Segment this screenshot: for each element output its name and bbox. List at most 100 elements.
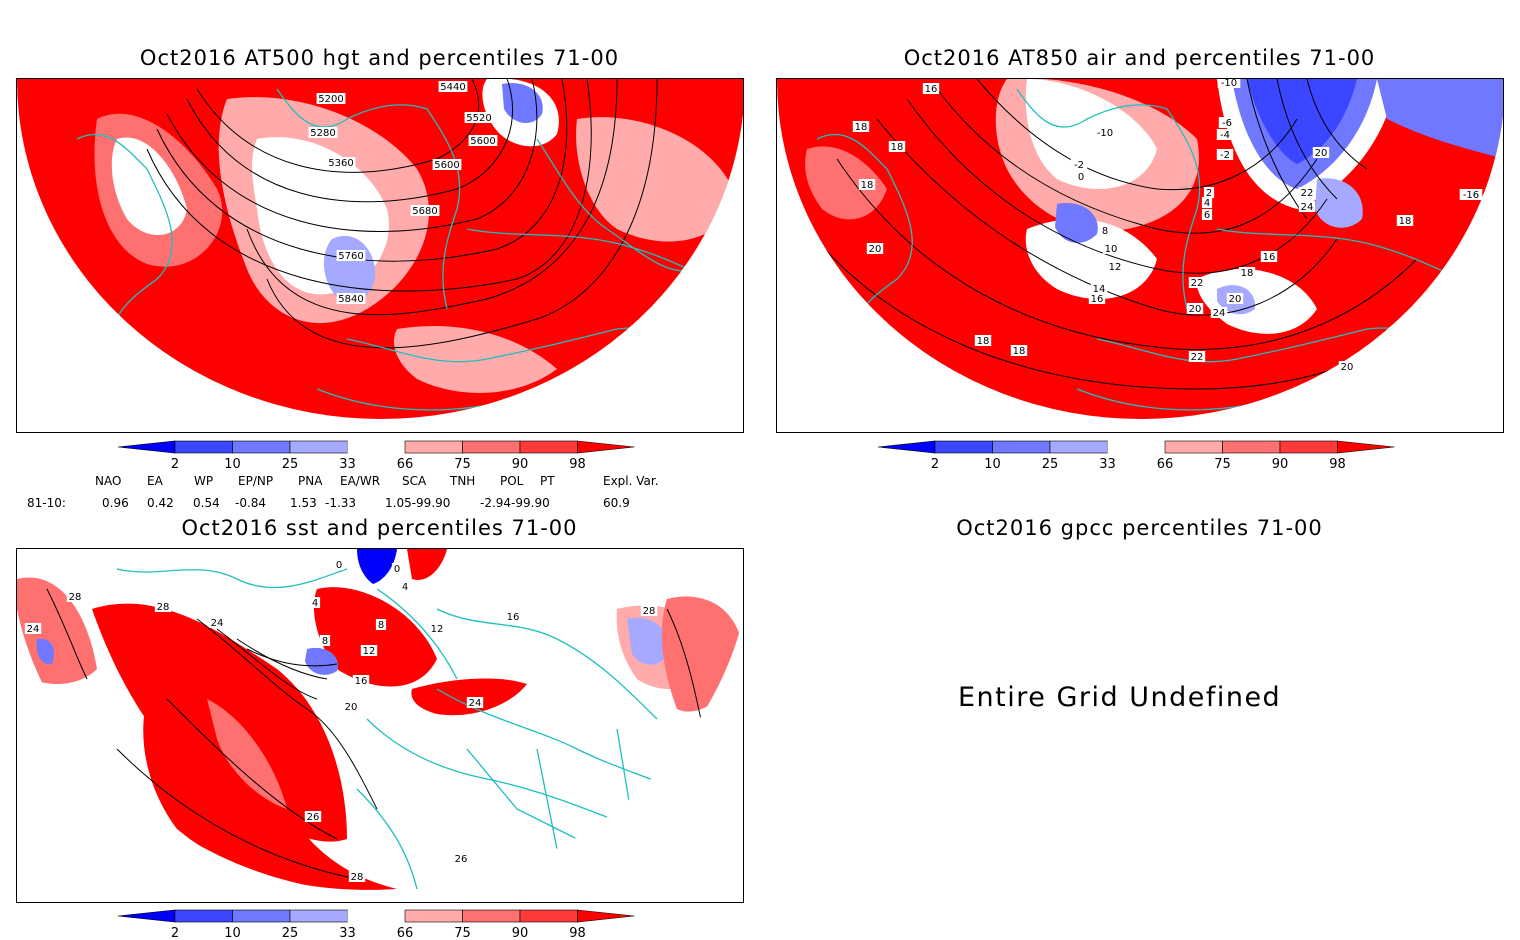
tc-value: -1.33 [325, 496, 357, 510]
contour-label: 18 [861, 180, 874, 191]
contour-label: 4 [1204, 198, 1210, 209]
contour-label-bg [464, 112, 494, 123]
colorbar-segment [347, 441, 405, 453]
colorbar-tick-label: 75 [454, 457, 471, 469]
tc-header: EP/NP [238, 474, 274, 488]
contour-label: 16 [507, 612, 520, 623]
contour-label: 6 [1204, 210, 1210, 221]
colorbar-segment [174, 440, 233, 454]
contour-label-bg [452, 853, 470, 864]
contour-label-bg [1217, 79, 1241, 88]
field-patch [1247, 79, 1357, 164]
contour-label: 24 [211, 618, 224, 629]
undefined-grid-message: Entire Grid Undefined [958, 682, 1282, 713]
contour-label: 18 [891, 142, 904, 153]
contour-label-bg [208, 617, 226, 628]
contour-label-bg [308, 127, 338, 138]
contour-label: 2 [1206, 188, 1212, 199]
tc-value: -2.94-99.90 [480, 496, 550, 510]
contour-label: 20 [1229, 294, 1242, 305]
contour-label-bg [1186, 303, 1204, 314]
contour-label: 22 [1191, 352, 1204, 363]
contour-label: 28 [69, 592, 82, 603]
contour-label-bg [974, 335, 992, 346]
contour-label-bg [336, 250, 366, 261]
contour-label: 8 [378, 620, 384, 631]
contour-label-bg [333, 559, 345, 570]
contour-label: 24 [469, 698, 482, 709]
contour-label-bg [336, 293, 366, 304]
panel2-title: Oct2016 AT850 air and percentiles 71-00 [903, 46, 1376, 70]
contour-label: 8 [1102, 226, 1108, 237]
colorbar-tick-label: 25 [1042, 457, 1059, 469]
tc-value: 1.53 [290, 496, 317, 510]
contour-label: -4 [1220, 130, 1230, 141]
contour-label-bg [319, 635, 331, 646]
contour-label-bg [1090, 283, 1108, 294]
contour-label: 18 [1399, 216, 1412, 227]
tc-value: 1.05-99.90 [385, 496, 451, 510]
colorbar-segment [934, 440, 993, 454]
colorbar-tick-label: 98 [569, 926, 586, 938]
contour-label: 28 [643, 606, 656, 617]
contour-label-bg [316, 93, 346, 104]
contour-label: 12 [363, 646, 376, 657]
colorbar-segment [232, 440, 291, 454]
contour-label-bg [304, 811, 322, 822]
colorbar-tick-label: 10 [224, 457, 241, 469]
field-patch [36, 638, 54, 665]
colorbar-tick-label: 66 [1157, 457, 1174, 469]
tc-value: -0.84 [235, 496, 267, 510]
colorbar-tick-label: 33 [339, 926, 356, 938]
contour-label-bg [66, 591, 84, 602]
colorbar-arrow [1337, 440, 1395, 454]
tc-header: Expl. Var. [603, 474, 659, 488]
colorbar-tick-label: 2 [931, 457, 939, 469]
colorbar-arrow [117, 909, 176, 923]
contour-label-bg [1201, 197, 1213, 208]
contour-label: 20 [869, 244, 882, 255]
contour-label: 18 [1013, 346, 1026, 357]
colorbar-segment [404, 909, 463, 923]
contour-label: 18 [1241, 268, 1254, 279]
tc-header: SCA [402, 474, 427, 488]
contour-label-bg [1070, 159, 1088, 170]
tc-header: PNA [298, 474, 323, 488]
colorbar-tick-label: 90 [512, 926, 529, 938]
teleconnection-table: NAO EA WP EP/NP PNA EA/WR SCA TNH POL PT… [20, 474, 720, 514]
contour-label: 8 [322, 636, 328, 647]
contour-label: 5600 [470, 136, 495, 147]
panel4-title: Oct2016 gpcc percentiles 71-00 [956, 516, 1323, 540]
contour-label: 20 [1315, 148, 1328, 159]
contour-label: 5520 [466, 113, 491, 124]
tc-header: PT [540, 474, 555, 488]
tc-header: WP [194, 474, 214, 488]
colorbar-tick-label: 66 [397, 457, 414, 469]
colorbar-segment [1049, 440, 1108, 454]
field-patch [407, 549, 447, 580]
contour-label-bg [375, 619, 387, 630]
contour-label: 26 [307, 812, 320, 823]
colorbar-tick-label: 25 [282, 457, 299, 469]
field-patch [393, 325, 557, 393]
contour-label-bg [1203, 187, 1215, 198]
contour-label: 5360 [328, 158, 353, 169]
contour-label: 4 [312, 598, 318, 609]
map-panel-at850-air: 16 18 18 18 18 18 20 20 -10 -10 -6 -4 -2 -2 0 2 4 6 8 10 12 1… [776, 78, 1504, 433]
contour-label-bg [1102, 243, 1120, 254]
contour-label: 5680 [412, 206, 437, 217]
contour-label: 5840 [338, 294, 363, 305]
contour-label-bg [1099, 225, 1111, 236]
contour-label-bg [1396, 215, 1414, 226]
contour-label-bg [1226, 293, 1244, 304]
contour-label: 5440 [440, 82, 465, 93]
contour-label: 16 [355, 676, 368, 687]
colorbar-segment [1279, 440, 1338, 454]
field-patch [111, 137, 187, 236]
contour-label-bg [1010, 345, 1028, 356]
field-patch [1025, 79, 1157, 189]
colorbar-tick-label: 66 [397, 926, 414, 938]
contour-label: 0 [1078, 172, 1084, 183]
contour-label-bg [504, 611, 522, 622]
colorbar-segment [232, 909, 291, 923]
